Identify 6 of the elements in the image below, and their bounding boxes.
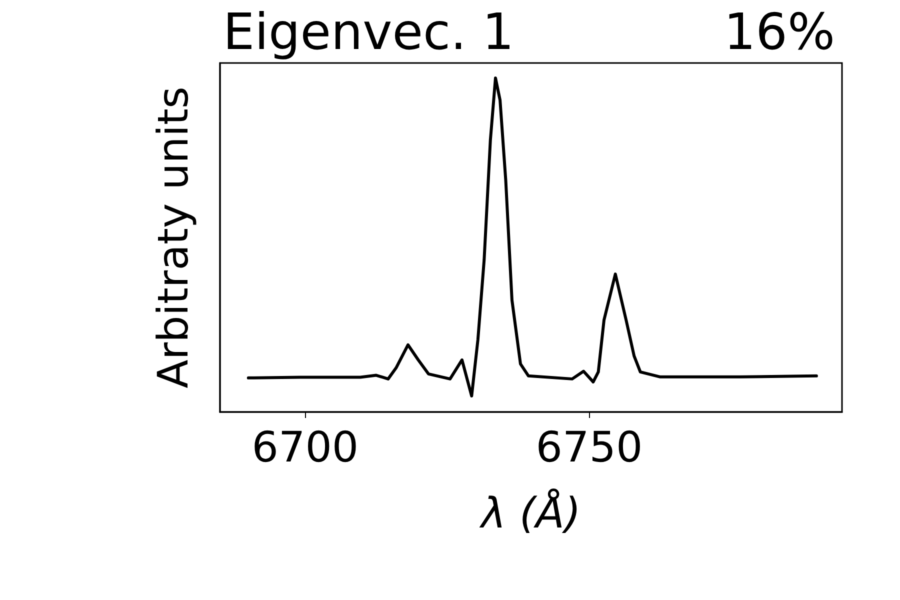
x-axis-title: λ (Å) [479, 488, 581, 538]
x-tick-label: 6700 [252, 422, 359, 472]
x-tick-label: 6750 [536, 422, 643, 472]
text: 16% [724, 3, 836, 61]
chart-title: Eigenvec. 1 [223, 3, 514, 61]
y-axis-title: Arbitraty units [148, 86, 198, 388]
